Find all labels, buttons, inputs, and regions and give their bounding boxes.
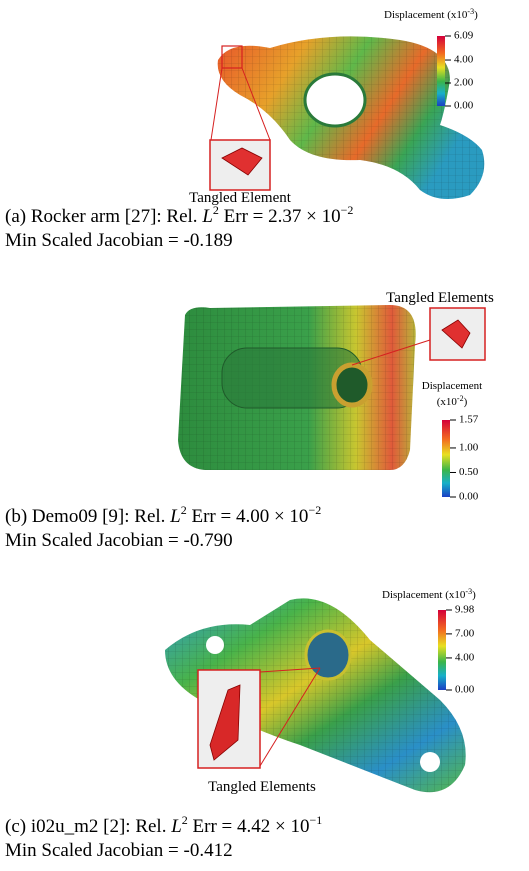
colorbar [442,420,450,497]
caption-line: Min Scaled Jacobian = -0.790 [5,530,233,551]
text-part: -2 [457,394,464,403]
text-part: (b) Demo09 [9]: Rel. [5,506,170,527]
colorbar-title: Displacement (x10-3) [382,587,476,601]
text-part: −2 [308,503,321,517]
colorbar-tick-label: 0.50 [459,466,479,478]
text-part: (a) Rocker arm [27]: Rel. [5,206,202,227]
figure: Displacement (x10-3) Tangled Element (a)… [0,0,529,871]
colorbar-unit: (x10-2) [437,394,468,408]
text-part: ) [474,9,478,21]
colorbar [438,610,446,690]
colorbar-tick-label: 4.00 [454,54,474,66]
caption-line: Min Scaled Jacobian = -0.189 [5,230,233,251]
text-part: (c) i02u_m2 [2]: Rel. [5,816,171,837]
colorbar-tick-label: 6.09 [454,30,474,42]
text-part: −1 [310,813,323,827]
colorbar-tick-label: 2.00 [454,77,474,89]
caption-line: Min Scaled Jacobian = -0.412 [5,840,233,861]
caption: (c) i02u_m2 [2]: Rel. L2 Err = 4.42 × 10… [5,813,322,837]
colorbar-tick-label: 0.00 [455,684,475,696]
caption: (a) Rocker arm [27]: Rel. L2 Err = 2.37 … [5,203,353,227]
text-part: −2 [341,203,354,217]
text-part: (x10 [437,396,458,408]
colorbar-tick-label: 7.00 [455,627,475,639]
text-part: ) [472,589,476,601]
annotation: Tangled Element [189,190,292,206]
colorbar-tick-label: 0.00 [454,100,474,112]
annotation: Tangled Elements [386,290,494,306]
text-part: -3 [467,7,474,16]
text-part: -3 [465,587,472,596]
colorbar-tick-label: 1.57 [459,414,479,426]
colorbar-title: Displacement [422,380,482,392]
text-part: Displacement (x10 [382,589,466,601]
text-part: L [169,506,181,527]
caption: (b) Demo09 [9]: Rel. L2 Err = 4.00 × 10−… [5,503,321,527]
text-part: Err = 2.37 × 10 [219,206,341,227]
text-part: Displacement (x10 [384,9,468,21]
i02u-mesh [165,598,466,792]
colorbar-tick-label: 1.00 [459,441,479,453]
text-part: Err = 4.00 × 10 [187,506,309,527]
colorbar-title: Displacement (x10-3) [384,7,478,21]
text-part: ) [464,396,468,408]
text-part: L [201,206,213,227]
colorbar-tick-label: 4.00 [455,651,475,663]
text-part: L [170,816,182,837]
colorbar-tick-label: 0.00 [459,491,479,503]
colorbar-tick-label: 9.98 [455,604,475,616]
colorbar [437,36,445,106]
annotation: Tangled Elements [208,779,316,795]
text-part: Err = 4.42 × 10 [188,816,310,837]
